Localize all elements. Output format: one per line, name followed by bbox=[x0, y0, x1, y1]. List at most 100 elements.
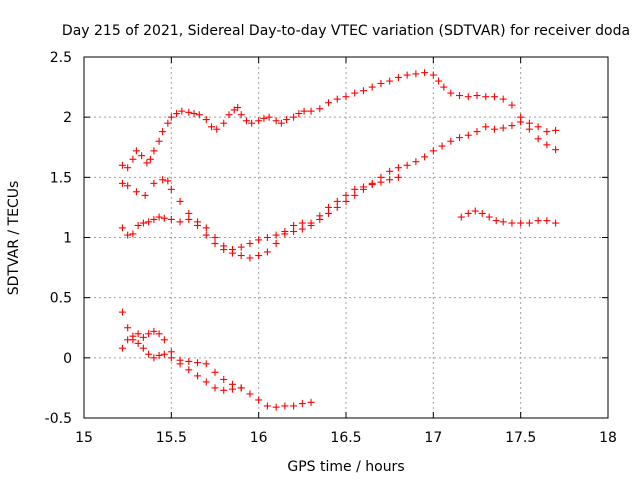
data-point bbox=[543, 128, 551, 136]
data-point bbox=[290, 227, 298, 235]
data-point bbox=[298, 400, 306, 408]
data-point bbox=[155, 351, 163, 359]
data-point bbox=[118, 308, 126, 316]
data-point bbox=[225, 111, 233, 119]
data-point bbox=[129, 155, 137, 163]
data-point bbox=[150, 215, 158, 223]
data-point bbox=[440, 83, 448, 91]
data-point bbox=[134, 330, 142, 338]
data-point bbox=[499, 218, 507, 226]
data-point bbox=[307, 398, 315, 406]
data-point bbox=[167, 354, 175, 362]
data-point bbox=[508, 101, 516, 109]
data-point bbox=[164, 177, 172, 185]
data-point bbox=[351, 185, 359, 193]
data-point bbox=[248, 119, 256, 127]
data-point bbox=[394, 73, 402, 81]
data-point bbox=[265, 113, 273, 121]
chart-title: Day 215 of 2021, Sidereal Day-to-day VTE… bbox=[62, 23, 630, 39]
x-tick-label: 16 bbox=[250, 430, 268, 446]
data-point bbox=[325, 99, 333, 107]
data-point bbox=[447, 89, 455, 97]
data-point bbox=[517, 118, 525, 126]
data-point bbox=[421, 153, 429, 161]
data-point bbox=[421, 69, 429, 77]
data-point bbox=[534, 123, 542, 131]
data-point bbox=[290, 221, 298, 229]
data-point bbox=[220, 119, 228, 127]
y-axis-label: SDTVAR / TECUs bbox=[6, 181, 22, 296]
data-point bbox=[552, 126, 560, 134]
x-axis-label: GPS time / hours bbox=[287, 459, 404, 475]
y-tick-label: 0.5 bbox=[50, 291, 72, 307]
data-point bbox=[534, 217, 542, 225]
data-point bbox=[403, 71, 411, 79]
data-point bbox=[325, 209, 333, 217]
data-point bbox=[176, 360, 184, 368]
data-point bbox=[134, 339, 142, 347]
data-point bbox=[492, 217, 500, 225]
data-point bbox=[160, 350, 168, 358]
data-point bbox=[290, 402, 298, 410]
data-point bbox=[368, 181, 376, 189]
data-point bbox=[146, 155, 154, 163]
data-point bbox=[185, 209, 193, 217]
data-point bbox=[220, 375, 228, 383]
data-point bbox=[202, 378, 210, 386]
data-point bbox=[211, 384, 219, 392]
data-point bbox=[255, 236, 263, 244]
y-tick-label: 2.5 bbox=[50, 50, 72, 66]
data-point bbox=[159, 128, 167, 136]
x-tick-label: 16.5 bbox=[330, 430, 361, 446]
data-point bbox=[394, 173, 402, 181]
data-point bbox=[160, 336, 168, 344]
data-point bbox=[281, 402, 289, 410]
data-point bbox=[202, 360, 210, 368]
data-point bbox=[482, 123, 490, 131]
data-point bbox=[150, 327, 158, 335]
data-point bbox=[429, 147, 437, 155]
data-point bbox=[435, 77, 443, 85]
y-tick-label: 2 bbox=[63, 110, 72, 126]
data-point bbox=[139, 344, 147, 352]
data-point bbox=[377, 79, 385, 87]
data-point bbox=[185, 215, 193, 223]
series-track-upper bbox=[118, 69, 560, 172]
data-point bbox=[272, 117, 280, 125]
data-point bbox=[359, 183, 367, 191]
data-point bbox=[295, 110, 303, 118]
data-point bbox=[118, 179, 126, 187]
data-point bbox=[543, 141, 551, 149]
data-point bbox=[124, 231, 132, 239]
data-point bbox=[386, 167, 394, 175]
data-point bbox=[272, 240, 280, 248]
data-point bbox=[228, 249, 236, 257]
data-point bbox=[525, 119, 533, 127]
data-point bbox=[333, 95, 341, 103]
data-point bbox=[139, 219, 147, 227]
y-tick-label: -0.5 bbox=[45, 411, 72, 427]
data-point bbox=[194, 359, 202, 367]
data-point bbox=[499, 95, 507, 103]
data-point bbox=[118, 224, 126, 232]
data-point bbox=[141, 191, 149, 199]
data-point bbox=[386, 176, 394, 184]
data-point bbox=[394, 164, 402, 172]
data-point bbox=[211, 368, 219, 376]
data-point bbox=[307, 219, 315, 227]
data-point bbox=[412, 158, 420, 166]
axis-ticks bbox=[83, 56, 609, 419]
data-point bbox=[316, 105, 324, 113]
data-point bbox=[552, 219, 560, 227]
data-point bbox=[155, 137, 163, 145]
data-point bbox=[508, 219, 516, 227]
data-point bbox=[412, 70, 420, 78]
data-point bbox=[167, 113, 175, 121]
data-point bbox=[351, 89, 359, 97]
data-point bbox=[429, 71, 437, 79]
data-point bbox=[325, 203, 333, 211]
data-point bbox=[176, 197, 184, 205]
data-point bbox=[534, 135, 542, 143]
data-point bbox=[237, 243, 245, 251]
data-point bbox=[155, 213, 163, 221]
